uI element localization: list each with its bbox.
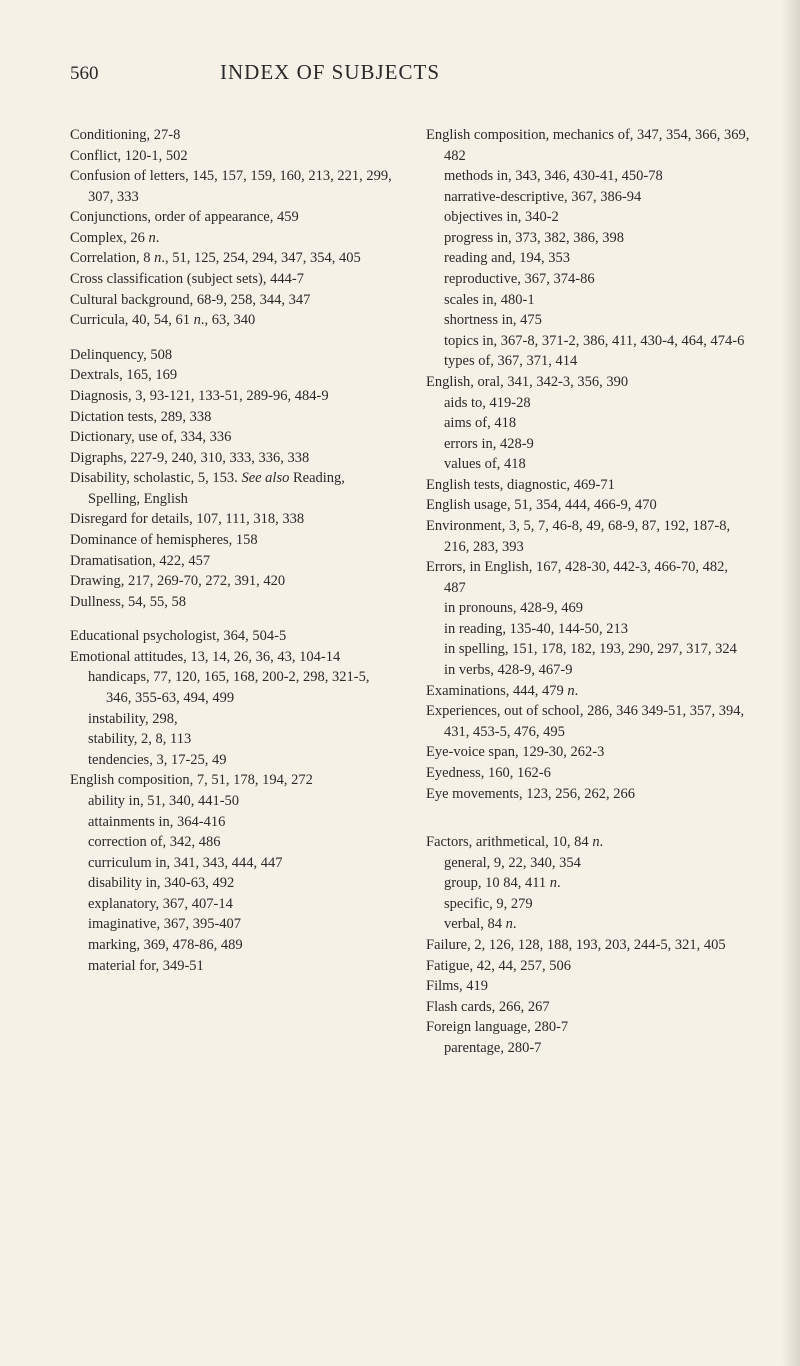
index-subentry: explanatory, 367, 407-14 xyxy=(70,894,394,915)
index-entry: Cultural background, 68-9, 258, 344, 347 xyxy=(70,290,394,311)
index-entry: Failure, 2, 126, 128, 188, 193, 203, 244… xyxy=(426,935,750,956)
index-subentry: stability, 2, 8, 113 xyxy=(70,729,394,750)
blank-line xyxy=(70,331,394,345)
index-entry: Conjunctions, order of appearance, 459 xyxy=(70,207,394,228)
blank-line xyxy=(426,818,750,832)
index-subentry: errors in, 428-9 xyxy=(426,434,750,455)
index-entry: Curricula, 40, 54, 61 n., 63, 340 xyxy=(70,310,394,331)
index-entry: Foreign language, 280-7 xyxy=(426,1017,750,1038)
index-entry: Dramatisation, 422, 457 xyxy=(70,551,394,572)
index-entry: Errors, in English, 167, 428-30, 442-3, … xyxy=(426,557,750,598)
index-entry: Eye movements, 123, 256, 262, 266 xyxy=(426,784,750,805)
index-subentry: scales in, 480-1 xyxy=(426,290,750,311)
columns: Conditioning, 27-8Conflict, 120-1, 502Co… xyxy=(70,125,750,1058)
index-entry: Delinquency, 508 xyxy=(70,345,394,366)
index-subentry: ability in, 51, 340, 441-50 xyxy=(70,791,394,812)
index-subentry: shortness in, 475 xyxy=(426,310,750,331)
page-number: 560 xyxy=(70,63,220,85)
index-subentry: instability, 298, xyxy=(70,709,394,730)
index-entry: Dullness, 54, 55, 58 xyxy=(70,592,394,613)
page-title: INDEX OF SUBJECTS xyxy=(220,60,440,85)
index-entry: Films, 419 xyxy=(426,976,750,997)
index-subentry: reproductive, 367, 374-86 xyxy=(426,269,750,290)
index-entry: Digraphs, 227-9, 240, 310, 333, 336, 338 xyxy=(70,448,394,469)
index-subentry: verbal, 84 n. xyxy=(426,914,750,935)
index-subentry: general, 9, 22, 340, 354 xyxy=(426,853,750,874)
index-entry: Conditioning, 27-8 xyxy=(70,125,394,146)
index-subentry: progress in, 373, 382, 386, 398 xyxy=(426,228,750,249)
index-entry: English composition, 7, 51, 178, 194, 27… xyxy=(70,770,394,791)
index-entry: Drawing, 217, 269-70, 272, 391, 420 xyxy=(70,571,394,592)
index-subentry: methods in, 343, 346, 430-41, 450-78 xyxy=(426,166,750,187)
index-entry: Flash cards, 266, 267 xyxy=(426,997,750,1018)
index-subentry: marking, 369, 478-86, 489 xyxy=(70,935,394,956)
index-subentry: in pronouns, 428-9, 469 xyxy=(426,598,750,619)
index-entry: English tests, diagnostic, 469-71 xyxy=(426,475,750,496)
index-subentry: parentage, 280-7 xyxy=(426,1038,750,1059)
index-entry: Eye-voice span, 129-30, 262-3 xyxy=(426,742,750,763)
index-subentry: group, 10 84, 411 n. xyxy=(426,873,750,894)
page: 560 INDEX OF SUBJECTS Conditioning, 27-8… xyxy=(0,0,800,1366)
index-entry: Experiences, out of school, 286, 346 349… xyxy=(426,701,750,742)
index-entry: Complex, 26 n. xyxy=(70,228,394,249)
index-entry: Diagnosis, 3, 93-121, 133-51, 289-96, 48… xyxy=(70,386,394,407)
index-subentry: curriculum in, 341, 343, 444, 447 xyxy=(70,853,394,874)
index-subentry: topics in, 367-8, 371-2, 386, 411, 430-4… xyxy=(426,331,750,352)
index-entry: Eyedness, 160, 162-6 xyxy=(426,763,750,784)
blank-line xyxy=(426,804,750,818)
index-subentry: reading and, 194, 353 xyxy=(426,248,750,269)
index-subentry: handicaps, 77, 120, 165, 168, 200-2, 298… xyxy=(70,667,394,708)
index-entry: Conflict, 120-1, 502 xyxy=(70,146,394,167)
index-subentry: types of, 367, 371, 414 xyxy=(426,351,750,372)
index-entry: Educational psychologist, 364, 504-5 xyxy=(70,626,394,647)
index-entry: Examinations, 444, 479 n. xyxy=(426,681,750,702)
left-column: Conditioning, 27-8Conflict, 120-1, 502Co… xyxy=(70,125,394,1058)
index-entry: English composition, mechanics of, 347, … xyxy=(426,125,750,166)
blank-line xyxy=(70,612,394,626)
page-shadow xyxy=(782,0,800,1366)
index-entry: English usage, 51, 354, 444, 466-9, 470 xyxy=(426,495,750,516)
index-entry: Dominance of hemispheres, 158 xyxy=(70,530,394,551)
index-subentry: in spelling, 151, 178, 182, 193, 290, 29… xyxy=(426,639,750,660)
index-subentry: correction of, 342, 486 xyxy=(70,832,394,853)
index-subentry: specific, 9, 279 xyxy=(426,894,750,915)
right-column: English composition, mechanics of, 347, … xyxy=(426,125,750,1058)
index-entry: Fatigue, 42, 44, 257, 506 xyxy=(426,956,750,977)
index-subentry: objectives in, 340-2 xyxy=(426,207,750,228)
index-entry: English, oral, 341, 342-3, 356, 390 xyxy=(426,372,750,393)
index-subentry: imaginative, 367, 395-407 xyxy=(70,914,394,935)
index-subentry: values of, 418 xyxy=(426,454,750,475)
index-entry: Confusion of letters, 145, 157, 159, 160… xyxy=(70,166,394,207)
index-entry: Disregard for details, 107, 111, 318, 33… xyxy=(70,509,394,530)
index-entry: Dictation tests, 289, 338 xyxy=(70,407,394,428)
index-subentry: in verbs, 428-9, 467-9 xyxy=(426,660,750,681)
index-subentry: disability in, 340-63, 492 xyxy=(70,873,394,894)
index-subentry: in reading, 135-40, 144-50, 213 xyxy=(426,619,750,640)
index-entry: Emotional attitudes, 13, 14, 26, 36, 43,… xyxy=(70,647,394,668)
index-subentry: tendencies, 3, 17-25, 49 xyxy=(70,750,394,771)
index-subentry: material for, 349-51 xyxy=(70,956,394,977)
index-subentry: attainments in, 364-416 xyxy=(70,812,394,833)
index-entry: Environment, 3, 5, 7, 46-8, 49, 68-9, 87… xyxy=(426,516,750,557)
index-entry: Dictionary, use of, 334, 336 xyxy=(70,427,394,448)
index-entry: Dextrals, 165, 169 xyxy=(70,365,394,386)
header: 560 INDEX OF SUBJECTS xyxy=(70,60,750,85)
index-entry: Cross classification (subject sets), 444… xyxy=(70,269,394,290)
index-subentry: narrative-descriptive, 367, 386-94 xyxy=(426,187,750,208)
index-entry: Disability, scholastic, 5, 153. See also… xyxy=(70,468,394,509)
index-entry: Factors, arithmetical, 10, 84 n. xyxy=(426,832,750,853)
index-subentry: aids to, 419-28 xyxy=(426,393,750,414)
index-subentry: aims of, 418 xyxy=(426,413,750,434)
index-entry: Correlation, 8 n., 51, 125, 254, 294, 34… xyxy=(70,248,394,269)
